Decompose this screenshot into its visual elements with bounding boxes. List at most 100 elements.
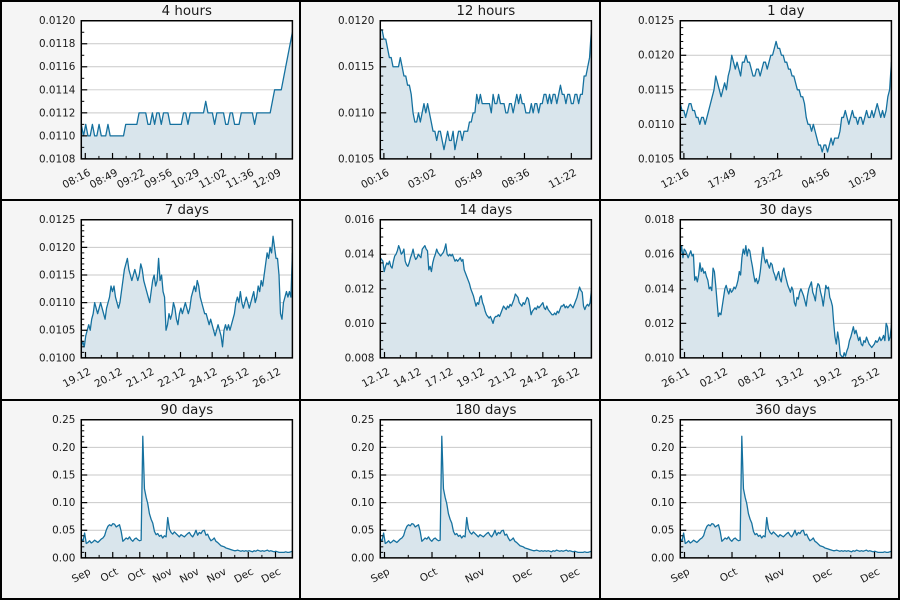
chart-title: 360 days	[755, 403, 816, 418]
y-tick-label: 0.012	[644, 318, 674, 330]
x-tick-label: 09:22	[115, 167, 147, 192]
x-tick-label: 13.12	[774, 366, 806, 390]
chart-panel-90-days: 0.00 0.05 0.10 0.15 0.20 0.25 Sep Oct Oct Nov Nov N…	[2, 400, 300, 598]
chart-title: 1 day	[767, 4, 804, 19]
y-tick-label: 0.0110	[638, 119, 674, 131]
x-tick-label: 08:36	[500, 167, 532, 192]
x-tick-label: 10:29	[846, 167, 878, 192]
chart-1-day: 0.0105 0.0110 0.0115 0.0120 0.0125 12:16 17:49…	[638, 4, 892, 192]
chart-title: 12 hours	[457, 4, 516, 19]
x-tick-label: Oct	[418, 565, 440, 584]
x-tick-label: 05:49	[453, 167, 485, 192]
y-tick-label: 0.0115	[338, 61, 374, 73]
x-tick-label: 21.12	[487, 366, 519, 390]
x-tick-label: 19.12	[61, 366, 93, 390]
y-tick-label: 0.0114	[39, 84, 76, 96]
y-tick-label: 0.012	[345, 284, 375, 296]
x-tick-label: 08:16	[61, 167, 93, 192]
chart-180-days: 0.00 0.05 0.10 0.15 0.20 0.25 Sep Oct Nov Dec Dec 1…	[352, 403, 593, 585]
x-tick-label: 04:56	[799, 167, 831, 192]
y-tick-label: 0.05	[52, 524, 75, 536]
x-tick-label: Dec	[511, 565, 535, 585]
y-tick-label: 0.20	[52, 442, 75, 454]
x-tick-label: Oct	[717, 565, 739, 584]
y-tick-label: 0.0100	[39, 353, 75, 365]
y-tick-label: 0.25	[352, 414, 375, 426]
x-tick-label: 21.12	[124, 366, 156, 390]
x-tick-label: 22.12	[156, 366, 188, 390]
y-tick-label: 0.10	[52, 497, 75, 509]
x-tick-label: Dec	[259, 565, 283, 585]
x-tick-label: Sep	[669, 565, 692, 585]
y-tick-label: 0.0125	[39, 215, 75, 227]
x-tick-label: 23:22	[753, 167, 785, 192]
y-tick-label: 0.0115	[39, 270, 75, 282]
y-tick-label: 0.0105	[338, 153, 374, 165]
chart-30-days: 0.010 0.012 0.014 0.016 0.018 26.11 02.12 08.12…	[644, 203, 892, 391]
y-tick-label: 0.15	[52, 469, 75, 481]
chart-title: 90 days	[160, 403, 213, 418]
x-tick-label: 26.12	[251, 366, 283, 390]
y-tick-label: 0.00	[352, 552, 375, 564]
y-tick-label: 0.0118	[39, 38, 75, 50]
x-tick-label: 14.12	[392, 366, 424, 390]
chart-14-days: 0.008 0.010 0.012 0.014 0.016 12.12 14.12 17.12…	[345, 203, 593, 391]
chart-panel-7-days: 0.0100 0.0105 0.0110 0.0115 0.0120 0.0125 19.1…	[2, 201, 300, 399]
y-tick-label: 0.0110	[39, 130, 75, 142]
y-tick-label: 0.15	[651, 469, 674, 481]
y-tick-label: 0.016	[345, 215, 375, 227]
x-tick-label: 10:29	[169, 167, 201, 192]
x-tick-label: Nov	[464, 565, 488, 585]
chart-title: 4 hours	[162, 4, 212, 19]
x-tick-label: Dec	[858, 565, 882, 585]
chart-panel-30-days: 0.010 0.012 0.014 0.016 0.018 26.11 02.12 08.12…	[600, 201, 898, 399]
chart-title: 180 days	[456, 403, 517, 418]
x-tick-label: 17:49	[706, 167, 738, 192]
y-tick-label: 0.10	[651, 497, 674, 509]
x-tick-label: 00:16	[359, 167, 391, 192]
y-tick-label: 0.008	[345, 353, 375, 365]
x-tick-label: 20.12	[93, 366, 125, 390]
chart-panel-180-days: 0.00 0.05 0.10 0.15 0.20 0.25 Sep Oct Nov Dec Dec 1…	[301, 400, 599, 598]
y-tick-label: 0.25	[651, 414, 674, 426]
x-tick-label: 19.12	[812, 366, 844, 390]
x-tick-label: 11:02	[197, 167, 229, 192]
x-tick-label: Oct	[99, 565, 121, 584]
x-tick-label: Nov	[178, 565, 202, 585]
x-tick-label: Sep	[70, 565, 93, 585]
y-tick-label: 0.016	[644, 249, 674, 261]
y-tick-label: 0.0105	[39, 325, 75, 337]
y-tick-label: 0.00	[651, 552, 674, 564]
x-tick-label: 12.12	[360, 366, 392, 390]
x-tick-label: 25.12	[850, 366, 882, 390]
chart-panel-360-days: 0.00 0.05 0.10 0.15 0.20 0.25 Sep Oct Nov Dec Dec 3…	[600, 400, 898, 598]
x-tick-label: 09:56	[142, 167, 174, 192]
x-tick-label: 11:36	[224, 167, 256, 192]
y-tick-label: 0.05	[352, 524, 375, 536]
y-tick-label: 0.0110	[39, 297, 75, 309]
y-tick-label: 0.0116	[39, 61, 75, 73]
x-tick-label: 26.11	[660, 366, 692, 390]
x-tick-label: Nov	[763, 565, 787, 585]
x-tick-label: Oct	[126, 565, 148, 584]
x-tick-label: Sep	[369, 565, 392, 585]
chart-12-hours: 0.0105 0.0110 0.0115 0.0120 00:16 03:02 05:49 0…	[338, 4, 593, 192]
chart-panel-14-days: 0.008 0.010 0.012 0.014 0.016 12.12 14.12 17.12…	[301, 201, 599, 399]
y-tick-label: 0.018	[644, 215, 674, 227]
x-tick-label: Dec	[232, 565, 256, 585]
x-tick-label: Dec	[811, 565, 835, 585]
y-tick-label: 0.0120	[39, 15, 75, 27]
x-tick-label: Dec	[559, 565, 583, 585]
y-tick-label: 0.010	[345, 318, 375, 330]
chart-title: 30 days	[759, 203, 812, 218]
chart-title: 14 days	[460, 203, 513, 218]
chart-panel-4-hours: 0.0108 0.0110 0.0112 0.0114 0.0116 0.0118 0.01…	[2, 2, 300, 200]
y-tick-label: 0.00	[52, 552, 75, 564]
y-tick-label: 0.20	[352, 442, 375, 454]
x-tick-label: Nov	[151, 565, 175, 585]
y-tick-label: 0.0120	[338, 15, 374, 27]
chart-360-days: 0.00 0.05 0.10 0.15 0.20 0.25 Sep Oct Nov Dec Dec 3…	[651, 403, 892, 585]
chart-title: 7 days	[165, 203, 209, 218]
y-tick-label: 0.010	[644, 353, 674, 365]
